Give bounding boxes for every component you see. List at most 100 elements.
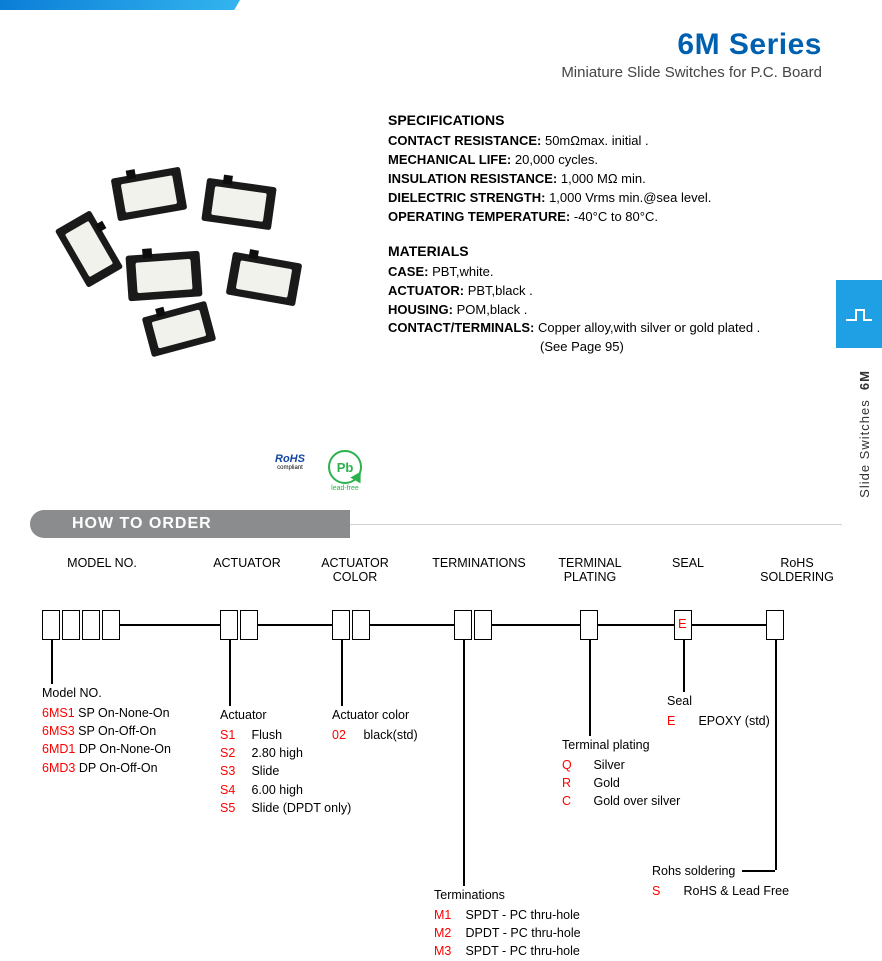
spec-value: -40°C to 80°C. — [570, 209, 658, 224]
order-option-row: 6MD1 DP On-None-On — [42, 740, 171, 758]
order-column-header: TERMINATIONS — [424, 556, 534, 570]
series-title: 6M Series — [561, 28, 822, 62]
order-cell — [474, 610, 492, 640]
spec-label: ACTUATOR: — [388, 283, 464, 298]
order-connector — [692, 624, 766, 626]
order-option-row: S5 Slide (DPDT only) — [220, 799, 351, 817]
order-option-code: 6MS3 — [42, 722, 75, 740]
order-option-code: S1 — [220, 726, 248, 744]
order-connector — [120, 624, 220, 626]
order-cell — [352, 610, 370, 640]
side-category: Slide Switches — [857, 399, 872, 498]
spec-block: SPECIFICATIONS CONTACT RESISTANCE: 50mΩm… — [388, 110, 808, 357]
spec-row: INSULATION RESISTANCE: 1,000 MΩ min. — [388, 170, 808, 189]
spec-heading: SPECIFICATIONS — [388, 110, 808, 130]
order-diagram: MODEL NO. ACTUATOR ACTUATOR COLOR TERMINATI… — [42, 556, 832, 592]
order-column-header: MODEL NO. — [42, 556, 162, 570]
pb-sub: lead-free — [328, 485, 362, 492]
spec-value: Copper alloy,with silver or gold plated … — [534, 320, 760, 335]
spec-label: CONTACT RESISTANCE: — [388, 133, 541, 148]
spec-value: 20,000 cycles. — [511, 152, 598, 167]
order-cell — [454, 610, 472, 640]
order-option-desc: DPDT - PC thru-hole — [462, 926, 581, 940]
order-option-desc: 6.00 high — [248, 783, 303, 797]
order-options-title: Model NO. — [42, 684, 171, 702]
switch-icon — [226, 252, 303, 307]
order-option-desc: SPDT - PC thru-hole — [462, 908, 580, 922]
order-cell — [332, 610, 350, 640]
order-cell — [62, 610, 80, 640]
spec-label: CONTACT/TERMINALS: — [388, 320, 534, 335]
order-option-row: C Gold over silver — [562, 792, 680, 810]
switch-icon — [142, 301, 217, 358]
order-options-title: Actuator color — [332, 706, 418, 724]
spec-label: OPERATING TEMPERATURE: — [388, 209, 570, 224]
order-option-code: R — [562, 774, 590, 792]
order-option-row: S RoHS & Lead Free — [652, 882, 789, 900]
order-option-desc: Silver — [590, 758, 625, 772]
order-column-header: ACTUATOR — [202, 556, 292, 570]
order-cell — [102, 610, 120, 640]
order-options-color: Actuator color 02 black(std) — [332, 706, 418, 744]
order-option-code: 6MD1 — [42, 740, 75, 758]
spec-label: DIELECTRIC STRENGTH: — [388, 190, 545, 205]
order-option-row: Q Silver — [562, 756, 680, 774]
spec-row: CONTACT/TERMINALS: Copper alloy,with sil… — [388, 319, 808, 338]
order-option-desc: Gold — [590, 776, 620, 790]
order-option-code: S4 — [220, 781, 248, 799]
spec-label: CASE: — [388, 264, 428, 279]
order-option-desc: 2.80 high — [248, 746, 303, 760]
order-option-row: 6MS3 SP On-Off-On — [42, 722, 171, 740]
order-cell — [240, 610, 258, 640]
order-option-desc: DP On-None-On — [75, 742, 171, 756]
spec-label: HOUSING: — [388, 302, 453, 317]
order-option-code: M2 — [434, 924, 462, 942]
order-option-code: E — [667, 712, 695, 730]
switch-icon — [55, 210, 123, 288]
order-option-code: M1 — [434, 906, 462, 924]
order-option-desc: EPOXY (std) — [695, 714, 770, 728]
order-drop-line — [463, 640, 465, 886]
order-column-headers: MODEL NO. ACTUATOR ACTUATOR COLOR TERMINATI… — [42, 556, 832, 592]
order-option-desc: RoHS & Lead Free — [680, 884, 789, 898]
spec-value: PBT,black . — [464, 283, 533, 298]
order-connector — [492, 624, 580, 626]
order-options-seal: Seal E EPOXY (std) — [667, 692, 770, 730]
spec-value: 50mΩmax. initial . — [541, 133, 648, 148]
order-option-desc: SP On-Off-On — [75, 724, 157, 738]
order-drop-line — [775, 640, 777, 870]
side-category-label: Slide Switches 6M — [857, 370, 872, 498]
order-option-desc: Gold over silver — [590, 794, 680, 808]
order-option-row: R Gold — [562, 774, 680, 792]
spec-row: CONTACT RESISTANCE: 50mΩmax. initial . — [388, 132, 808, 151]
side-tab-icon — [836, 280, 882, 348]
spec-row: CASE: PBT,white. — [388, 263, 808, 282]
order-option-row: 02 black(std) — [332, 726, 418, 744]
order-option-code: C — [562, 792, 590, 810]
order-cells-row: E — [42, 610, 832, 644]
order-option-desc: Slide (DPDT only) — [248, 801, 351, 815]
switch-icon — [111, 167, 188, 222]
order-option-desc: SPDT - PC thru-hole — [462, 944, 580, 958]
order-option-code: 02 — [332, 726, 360, 744]
switch-icon — [201, 178, 277, 231]
order-options-title: Terminations — [434, 886, 581, 904]
spec-value: POM,black . — [453, 302, 527, 317]
order-drop-line — [51, 640, 53, 684]
rohs-text: RoHS — [270, 453, 310, 465]
order-option-desc: Slide — [248, 764, 279, 778]
order-column-header: ACTUATOR COLOR — [310, 556, 400, 584]
spec-row: MECHANICAL LIFE: 20,000 cycles. — [388, 151, 808, 170]
spec-row: HOUSING: POM,black . — [388, 301, 808, 320]
spec-row: OPERATING TEMPERATURE: -40°C to 80°C. — [388, 208, 808, 227]
order-options-title: Terminal plating — [562, 736, 680, 754]
how-to-order-heading: HOW TO ORDER — [30, 510, 350, 538]
order-option-code: 6MS1 — [42, 704, 75, 722]
order-connector — [598, 624, 674, 626]
order-drop-line — [341, 640, 343, 706]
order-drop-line — [589, 640, 591, 736]
leadfree-badge: Pb lead-free — [328, 450, 362, 492]
spec-value: 1,000 MΩ min. — [557, 171, 645, 186]
order-column-header: TERMINAL PLATING — [540, 556, 640, 584]
order-options-title: Seal — [667, 692, 770, 710]
